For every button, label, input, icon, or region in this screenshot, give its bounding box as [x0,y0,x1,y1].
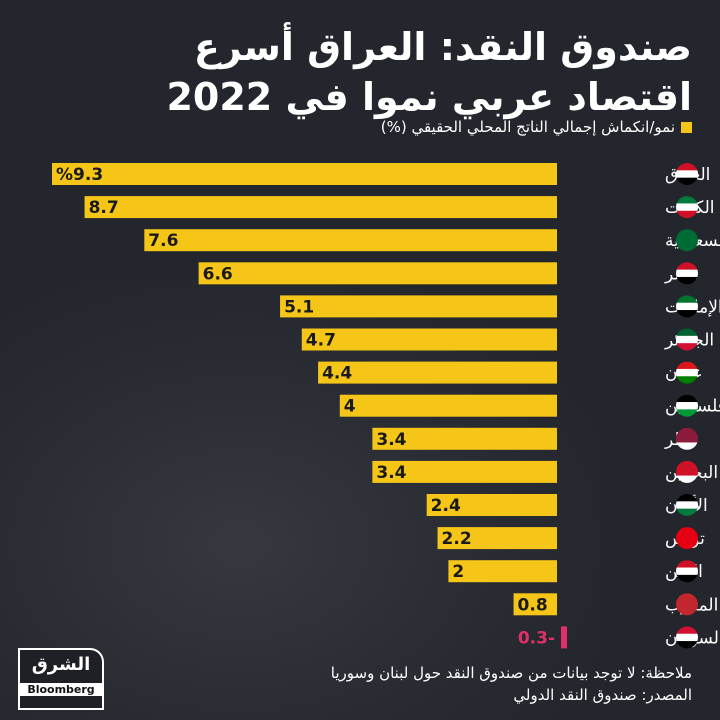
data-label: 3.4 [376,430,406,450]
data-label: 2 [452,562,464,582]
bar [144,229,557,252]
flag-icon [676,427,698,450]
data-label: 7.6 [148,231,178,251]
chart-title: صندوق النقد: العراق أسرع اقتصاد عربي نمو… [166,22,692,122]
flag-icon [676,593,698,616]
bar [318,361,557,384]
title-line-1: صندوق النقد: العراق أسرع [193,25,692,69]
bar [372,460,557,483]
title-line-2: اقتصاد عربي نموا في 2022 [166,75,692,119]
flag-icon [676,626,698,649]
source-text: المصدر: صندوق النقد الدولي [513,686,692,704]
bar [448,560,557,583]
bar [84,196,558,219]
footnote: ملاحظة: لا توجد بيانات من صندوق النقد حو… [331,662,692,706]
flag-icon [676,328,698,351]
data-label: 6.6 [203,264,233,284]
flag-icon [676,295,698,318]
legend-swatch [681,121,692,133]
flag-icon [676,394,698,417]
data-label: 4 [344,397,356,417]
bar [561,626,567,649]
data-label: 0.3- [518,628,555,648]
flag-icon [676,527,698,550]
bar [52,163,557,185]
data-label: 3.4 [376,463,406,483]
data-label: 2.4 [431,496,461,516]
legend-label: نمو/انكماش إجمالي الناتج المحلي الحقيقي … [380,118,675,136]
data-label: 4.7 [306,331,336,351]
data-label: 2.2 [442,529,472,549]
data-label: 5.1 [284,297,314,317]
bar [280,295,557,318]
bar [339,394,557,417]
flag-icon [676,196,698,219]
bar [437,527,557,550]
bar [426,494,557,516]
note-text: ملاحظة: لا توجد بيانات من صندوق النقد حو… [330,664,692,682]
flag-icon [676,262,698,285]
flag-icon [676,560,698,583]
flag-icon [676,361,698,384]
bar [372,427,557,450]
bar [198,262,557,285]
bar [301,328,557,351]
data-label: 0.8 [518,595,548,615]
legend: نمو/انكماش إجمالي الناتج المحلي الحقيقي … [381,118,692,136]
data-label: 8.7 [89,198,119,218]
flag-icon [676,460,698,483]
flag-icon [676,494,698,516]
flag-icon [676,163,698,185]
data-label: 4.4 [322,364,352,384]
asharq-bloomberg-logo: الشرق Bloomberg [18,648,104,710]
bar [513,593,557,616]
flag-icon [676,229,698,252]
data-label: %9.3 [56,165,103,185]
